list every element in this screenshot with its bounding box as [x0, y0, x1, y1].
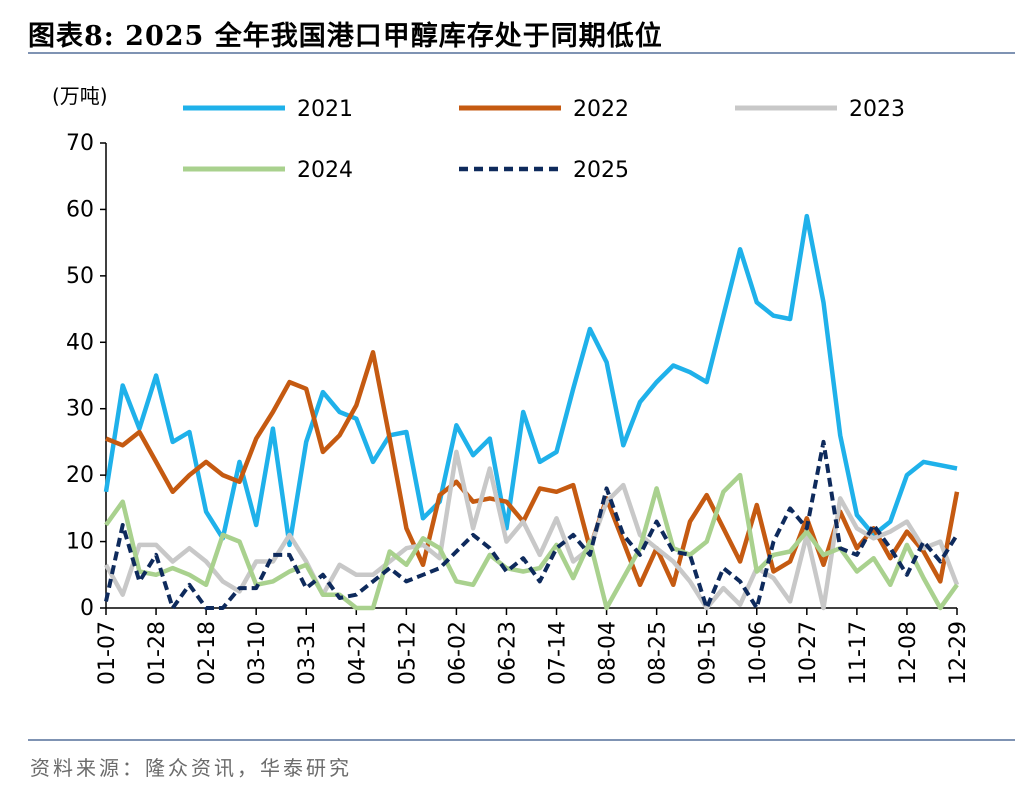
x-tick-label: 02-18	[195, 621, 220, 685]
y-tick-label: 40	[66, 330, 94, 355]
legend-label-2023: 2023	[849, 97, 905, 122]
x-tick-label: 08-04	[596, 621, 621, 685]
title-divider	[28, 52, 1015, 54]
x-tick-label: 12-29	[946, 621, 971, 685]
x-tick-label: 04-21	[345, 621, 370, 685]
x-axis: 01-07 01-28 02-18 03-10 03-31 04-21 05-12 06-02…	[95, 607, 971, 685]
y-tick-label: 20	[66, 463, 94, 488]
series-layer	[103, 213, 960, 611]
x-tick-label: 01-07	[95, 621, 120, 685]
legend-label-2021: 2021	[297, 97, 353, 122]
x-tick-label: 10-27	[796, 621, 821, 685]
legend-label-2022: 2022	[573, 97, 629, 122]
x-tick-label: 03-10	[245, 621, 270, 685]
chart-title: 图表8: 2025 全年我国港口甲醇库存处于同期低位	[28, 21, 663, 52]
x-tick-label: 05-12	[395, 621, 420, 685]
legend-label-2025: 2025	[573, 158, 629, 183]
y-tick-label: 10	[66, 530, 94, 555]
y-tick-label: 30	[66, 397, 94, 422]
x-tick-label: 09-15	[696, 621, 721, 685]
y-tick-label: 70	[66, 131, 94, 156]
series-line-2025	[104, 439, 959, 610]
x-tick-label: 08-25	[646, 621, 671, 685]
y-tick-label: 50	[66, 264, 94, 289]
x-tick-label: 03-31	[295, 621, 320, 685]
footer-divider	[28, 739, 1015, 741]
x-tick-label: 06-23	[495, 621, 520, 685]
x-tick-label: 10-06	[746, 621, 771, 685]
methanol-inventory-chart: (万吨) 2021 2022 2023 2024 2025 0 10 20 30 40 50 60 7…	[52, 84, 971, 685]
series-line-2023	[104, 449, 960, 611]
legend-label-2024: 2024	[297, 158, 353, 183]
y-tick-label: 60	[66, 197, 94, 222]
y-axis-unit-label: (万吨)	[52, 84, 108, 108]
x-tick-label: 12-08	[896, 621, 921, 685]
chart-legend: 2021 2022 2023 2024 2025	[183, 97, 905, 183]
x-tick-label: 07-14	[546, 621, 571, 685]
y-axis: 0 10 20 30 40 50 60 70	[66, 131, 107, 621]
x-tick-label: 11-17	[846, 621, 871, 685]
y-tick-label: 0	[80, 596, 94, 621]
x-tick-label: 01-28	[145, 621, 170, 685]
x-tick-label: 06-02	[445, 621, 470, 685]
series-line-2021	[103, 213, 958, 548]
source-note: 资料来源：隆众资讯，华泰研究	[30, 756, 352, 780]
